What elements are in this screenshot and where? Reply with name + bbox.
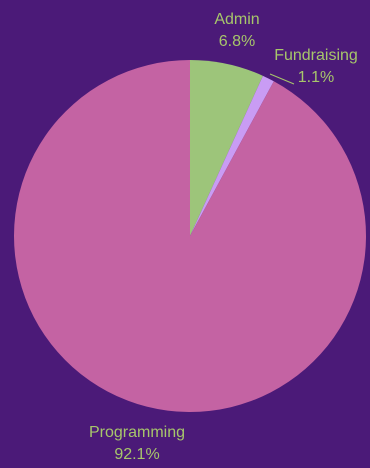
pie-value-admin: 6.8% [219, 33, 255, 50]
pie-slice-programming [14, 60, 367, 413]
pie-label-admin: Admin [214, 11, 259, 28]
pie-slice-admin [190, 60, 263, 236]
pie-label-programming: Programming [89, 424, 185, 441]
pie-value-fundraising: 1.1% [298, 69, 334, 86]
fundraising-leader-line [269, 73, 295, 85]
pie-label-fundraising: Fundraising [274, 47, 358, 64]
pie-value-programming: 92.1% [114, 446, 159, 463]
pie-slice-fundraising [190, 75, 274, 236]
